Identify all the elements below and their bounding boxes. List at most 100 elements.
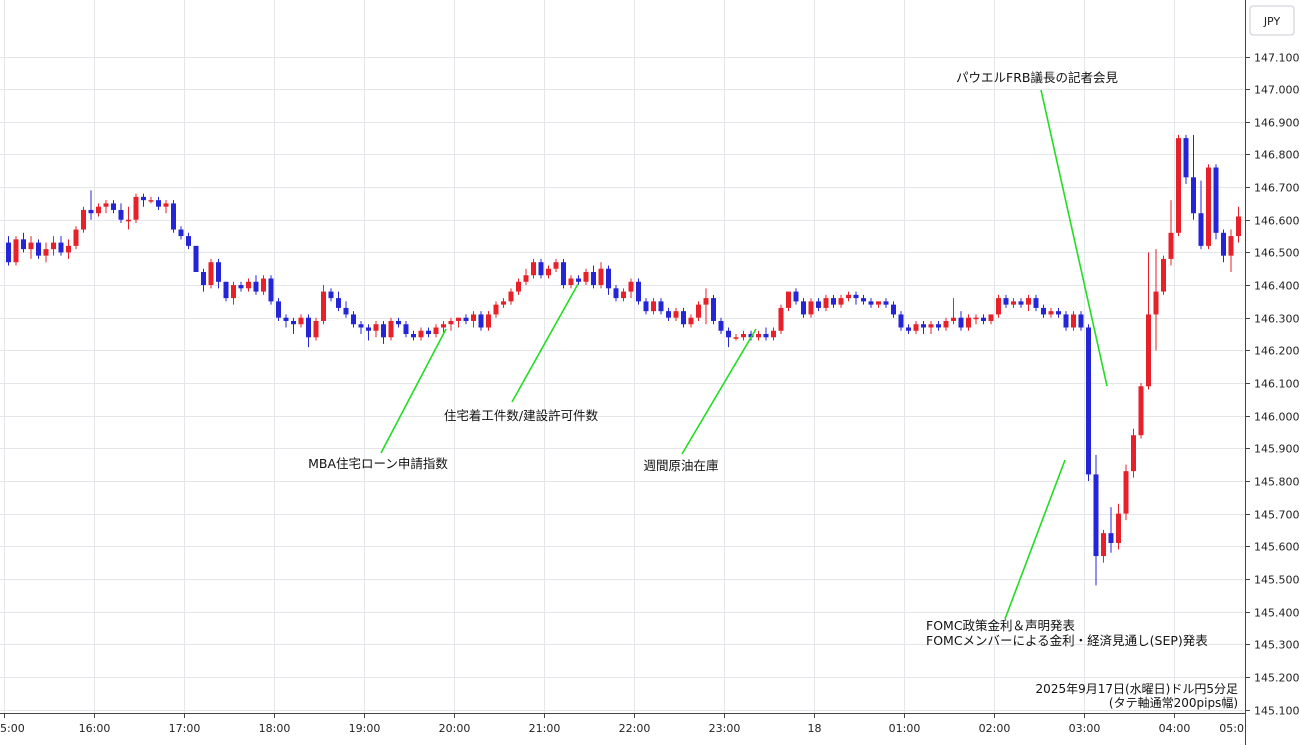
time-tick-label: 18 bbox=[808, 722, 822, 735]
annotation-label: 住宅着工件数/建設許可件数 bbox=[444, 408, 599, 423]
annotation-leader-line bbox=[511, 283, 579, 403]
candle-body-down bbox=[591, 271, 596, 286]
candle-body-up bbox=[501, 301, 506, 305]
candle-body-down bbox=[748, 334, 754, 338]
price-tick-label: 146.700 bbox=[1254, 182, 1300, 195]
candle-body-up bbox=[771, 330, 776, 338]
price-tick-label: 146.500 bbox=[1254, 247, 1300, 260]
time-tick-label: 23:00 bbox=[709, 722, 741, 735]
candle-body-down bbox=[336, 298, 341, 308]
candle-body-up bbox=[1146, 314, 1151, 387]
candle-body-up bbox=[546, 268, 551, 276]
candle-body-up bbox=[448, 320, 454, 325]
candle-body-up bbox=[43, 249, 49, 256]
candle-body-down bbox=[538, 262, 544, 276]
candle-body-down bbox=[763, 334, 769, 338]
candle-body-up bbox=[996, 298, 1001, 315]
candle-body-down bbox=[816, 301, 821, 308]
candle-body-down bbox=[186, 236, 191, 246]
candle-body-up bbox=[973, 317, 979, 320]
candle-body-up bbox=[1138, 386, 1144, 436]
annotation-label: 週間原油在庫 bbox=[643, 458, 718, 473]
candle-body-down bbox=[658, 301, 664, 312]
annotation-label: MBA住宅ローン申請指数 bbox=[308, 456, 448, 471]
candle-body-down bbox=[853, 294, 859, 299]
candle-body-up bbox=[96, 206, 101, 214]
price-tick-label: 145.300 bbox=[1254, 639, 1300, 652]
candle-body-up bbox=[321, 291, 326, 321]
candle-body-down bbox=[936, 324, 941, 328]
candle-body-up bbox=[966, 317, 971, 328]
candle-body-down bbox=[898, 314, 904, 328]
annotation-leader-line bbox=[681, 328, 757, 455]
candle-body-up bbox=[103, 203, 109, 207]
candle-body-down bbox=[403, 324, 409, 335]
price-tick-label: 145.600 bbox=[1254, 541, 1300, 554]
candle-body-down bbox=[1108, 533, 1114, 543]
candle-body-down bbox=[636, 281, 641, 302]
candle-body-up bbox=[696, 304, 701, 318]
time-tick-label: 19:00 bbox=[349, 722, 381, 735]
candle-body-down bbox=[1213, 167, 1219, 233]
currency-label: JPY bbox=[1263, 15, 1281, 28]
annotation-leader-line bbox=[380, 328, 447, 454]
candle-body-down bbox=[726, 330, 731, 338]
candle-body-down bbox=[478, 314, 484, 328]
candle-body-up bbox=[621, 291, 626, 299]
candle-body-up bbox=[808, 301, 814, 315]
candle-body-up bbox=[493, 304, 499, 315]
candle-body-up bbox=[598, 268, 604, 286]
candle-body-down bbox=[36, 242, 41, 256]
candle-body-down bbox=[868, 301, 874, 305]
candle-body-down bbox=[253, 281, 259, 292]
time-tick-label: 21:00 bbox=[529, 722, 561, 735]
candle-body-up bbox=[733, 337, 739, 339]
candle-body-down bbox=[711, 298, 716, 321]
time-tick-label: 01:00 bbox=[889, 722, 921, 735]
candle-body-up bbox=[1048, 311, 1054, 315]
candle-body-down bbox=[921, 324, 926, 328]
candle-body-down bbox=[861, 298, 866, 302]
candle-body-down bbox=[156, 200, 161, 207]
candle-body-down bbox=[351, 314, 356, 325]
price-tick-label: 145.200 bbox=[1254, 672, 1300, 685]
currency-box[interactable] bbox=[1249, 5, 1295, 36]
time-tick-label: 04:00 bbox=[1159, 722, 1191, 735]
candle-body-down bbox=[1041, 307, 1046, 315]
candle-body-up bbox=[51, 242, 56, 250]
candle-body-down bbox=[463, 317, 469, 321]
candle-body-down bbox=[1198, 213, 1204, 246]
candle-body-up bbox=[1123, 471, 1129, 514]
price-axis: 147.100 147.000 146.900 146.800 146.700 146.6… bbox=[1245, 52, 1300, 718]
candle-body-down bbox=[793, 291, 799, 302]
candles bbox=[6, 134, 1241, 586]
price-tick-label: 145.900 bbox=[1254, 443, 1300, 456]
candle-body-up bbox=[628, 281, 634, 292]
candle-body-up bbox=[126, 219, 131, 222]
candle-body-down bbox=[381, 324, 386, 338]
candle-body-down bbox=[1018, 301, 1024, 305]
price-tick-label: 145.700 bbox=[1254, 509, 1300, 522]
price-tick-label: 145.800 bbox=[1254, 476, 1300, 489]
time-tick-label: 22:00 bbox=[619, 722, 651, 735]
candle-body-down bbox=[906, 327, 911, 331]
price-tick-label: 146.100 bbox=[1254, 378, 1300, 391]
candle-body-up bbox=[373, 324, 379, 331]
candle-body-up bbox=[1153, 291, 1159, 315]
caption-line-1: 2025年9月17日(水曜日)ドル円5分足 bbox=[1036, 682, 1238, 696]
candle-body-down bbox=[21, 239, 26, 250]
candle-body-up bbox=[261, 278, 266, 292]
candle-body-up bbox=[231, 285, 236, 299]
candle-body-down bbox=[1183, 138, 1189, 178]
price-tick-label: 145.100 bbox=[1254, 705, 1300, 718]
candle-body-up bbox=[703, 298, 709, 305]
candle-body-up bbox=[456, 317, 461, 321]
candle-body-down bbox=[193, 245, 199, 272]
time-tick-label: 02:00 bbox=[979, 722, 1011, 735]
price-tick-label: 146.400 bbox=[1254, 280, 1300, 293]
candle-body-up bbox=[208, 262, 214, 286]
candle-body-up bbox=[553, 262, 559, 269]
candle-body-up bbox=[778, 307, 784, 331]
